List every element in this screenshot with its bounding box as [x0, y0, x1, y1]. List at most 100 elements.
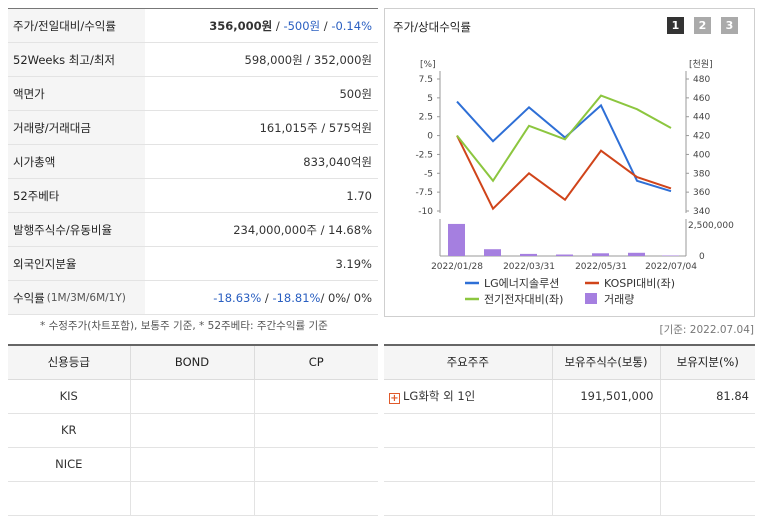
rate-value: -0.14%: [331, 18, 372, 33]
summary-row-52weeks: 52Weeks 최고/최저 598,000원 / 352,000원: [8, 43, 378, 77]
legend-label: LG에너지솔루션: [484, 277, 559, 290]
chart-title: 주가/상대수익률: [393, 20, 471, 34]
table-row: + LG화학 외 1인 191,501,000 81.84: [384, 379, 755, 414]
left-tick-label: -7.5: [415, 188, 433, 198]
summary-row-market-cap: 시가총액 833,040억원: [8, 145, 378, 179]
holders-header-row: 주요주주 보유주식수(보통) 보유지분(%): [384, 344, 755, 380]
holder-pct: 81.84: [660, 379, 755, 414]
holder-shares: 191,501,000: [552, 379, 661, 414]
return-3m: -18.81%: [272, 290, 321, 305]
table-row: KIS: [8, 379, 378, 414]
summary-value: 161,015주 / 575억원: [259, 120, 372, 135]
return-1y: 0%: [353, 290, 372, 305]
left-tick-label: -5: [424, 169, 433, 179]
summary-key: 거래량/거래대금: [8, 111, 145, 144]
table-row: NICE: [8, 447, 378, 482]
summary-key: 주가/전일대비/수익률: [8, 9, 145, 42]
chart-page-2-button[interactable]: 2: [694, 17, 711, 34]
chart-panel: 주가/상대수익률 1 2 3 [%] [천원] 7.5 5 2.5 0 -2.5 -5 -7.5…: [384, 8, 755, 317]
credit-header-row: 신용등급 BOND CP: [8, 344, 378, 380]
left-tick-label: 2.5: [419, 113, 433, 123]
summary-row-foreign: 외국인지분율 3.19%: [8, 247, 378, 281]
holder-name[interactable]: LG화학 외 1인: [403, 389, 476, 403]
summary-value: 3.19%: [335, 256, 372, 271]
table-row: [384, 413, 755, 448]
summary-key: 52주베타: [8, 179, 145, 212]
legend-label: KOSPI대비(좌): [604, 277, 675, 290]
left-tick-label: 0: [427, 132, 433, 142]
change-value: -500원: [283, 18, 321, 33]
summary-row-price: 주가/전일대비/수익률 356,000원 / -500원 / -0.14%: [8, 9, 378, 43]
legend-label: 거래량: [604, 293, 634, 306]
left-tick-label: -2.5: [415, 150, 433, 160]
credit-bond: [130, 481, 255, 516]
x-tick-label: 2022/07/04: [645, 262, 697, 272]
credit-cp: [254, 379, 378, 414]
summary-value: 234,000,000주 / 14.68%: [233, 222, 372, 237]
summary-top-border: [8, 8, 378, 9]
volume-bar: [556, 254, 573, 256]
base-date: [기준: 2022.07.04]: [659, 324, 754, 336]
credit-bond: [130, 379, 255, 414]
credit-agency: KIS: [8, 379, 131, 414]
right-tick-label: 380: [693, 169, 710, 179]
summary-key: 52Weeks 최고/최저: [8, 43, 145, 76]
volume-bar: [448, 223, 465, 256]
summary-row-returns: 수익률 (1M/3M/6M/1Y) -18.63% / -18.81%/ 0% / …: [8, 281, 378, 315]
volume-tick-label: 2,500,000: [688, 221, 734, 231]
right-tick-label: 360: [693, 188, 710, 198]
chart-page-1-button[interactable]: 1: [667, 17, 684, 34]
table-row: [384, 481, 755, 516]
left-axis-unit: [%]: [420, 60, 436, 70]
volume-tick-label: 0: [699, 252, 705, 262]
summary-table: 주가/전일대비/수익률 356,000원 / -500원 / -0.14% 52…: [8, 9, 378, 315]
returns-key-sub: (1M/3M/6M/1Y): [46, 291, 126, 304]
right-tick-label: 460: [693, 94, 710, 104]
right-tick-label: 340: [693, 207, 710, 217]
table-row: [8, 481, 378, 516]
major-shareholders-table: 주요주주 보유주식수(보통) 보유지분(%) + LG화학 외 1인 191,50…: [384, 344, 755, 516]
volume-bar: [520, 253, 537, 256]
summary-value: 500원: [339, 86, 372, 101]
summary-note: * 수정주가(차트포함), 보통주 기준, * 52주베타: 주간수익률 기준: [40, 320, 328, 332]
right-tick-label: 440: [693, 113, 710, 123]
credit-header: 신용등급: [8, 344, 131, 380]
holders-header: 주요주주: [384, 344, 553, 380]
volume-bar: [592, 253, 609, 256]
summary-key: 외국인지분율: [8, 247, 145, 280]
summary-key: 수익률 (1M/3M/6M/1Y): [8, 281, 145, 314]
holders-header: 보유지분(%): [660, 344, 755, 380]
summary-value: 1.70: [346, 188, 372, 203]
summary-key: 액면가: [8, 77, 145, 110]
legend-swatch: [585, 293, 597, 304]
summary-value: 598,000원 / 352,000원: [244, 52, 372, 67]
summary-value: 356,000원 / -500원 / -0.14%: [209, 18, 372, 33]
holders-header: 보유주식수(보통): [552, 344, 661, 380]
right-axis-unit: [천원]: [689, 59, 713, 70]
returns-key: 수익률: [13, 290, 45, 305]
summary-row-par-value: 액면가 500원: [8, 77, 378, 111]
chart-page-3-button[interactable]: 3: [721, 17, 738, 34]
summary-value: 833,040억원: [303, 154, 372, 169]
volume-bar: [628, 252, 645, 256]
right-tick-label: 480: [693, 75, 710, 85]
summary-key: 시가총액: [8, 145, 145, 178]
credit-header: CP: [254, 344, 378, 380]
summary-key: 발행주식수/유동비율: [8, 213, 145, 246]
table-row: KR: [8, 413, 378, 448]
right-tick-label: 420: [693, 132, 710, 142]
series-line-2: [456, 135, 672, 211]
price-value: 356,000원: [209, 18, 273, 33]
right-tick-label: 400: [693, 150, 710, 160]
credit-bond: [130, 447, 255, 482]
credit-agency: KR: [8, 413, 131, 448]
legend-label: 전기전자대비(좌): [484, 293, 563, 306]
credit-bond: [130, 413, 255, 448]
summary-row-volume: 거래량/거래대금 161,015주 / 575억원: [8, 111, 378, 145]
credit-cp: [254, 447, 378, 482]
summary-value: -18.63% / -18.81%/ 0%/ 0%: [213, 290, 372, 305]
summary-row-beta: 52주베타 1.70: [8, 179, 378, 213]
series-line-3: [456, 94, 672, 183]
x-tick-label: 2022/01/28: [431, 262, 483, 272]
expand-plus-icon[interactable]: +: [389, 393, 400, 404]
